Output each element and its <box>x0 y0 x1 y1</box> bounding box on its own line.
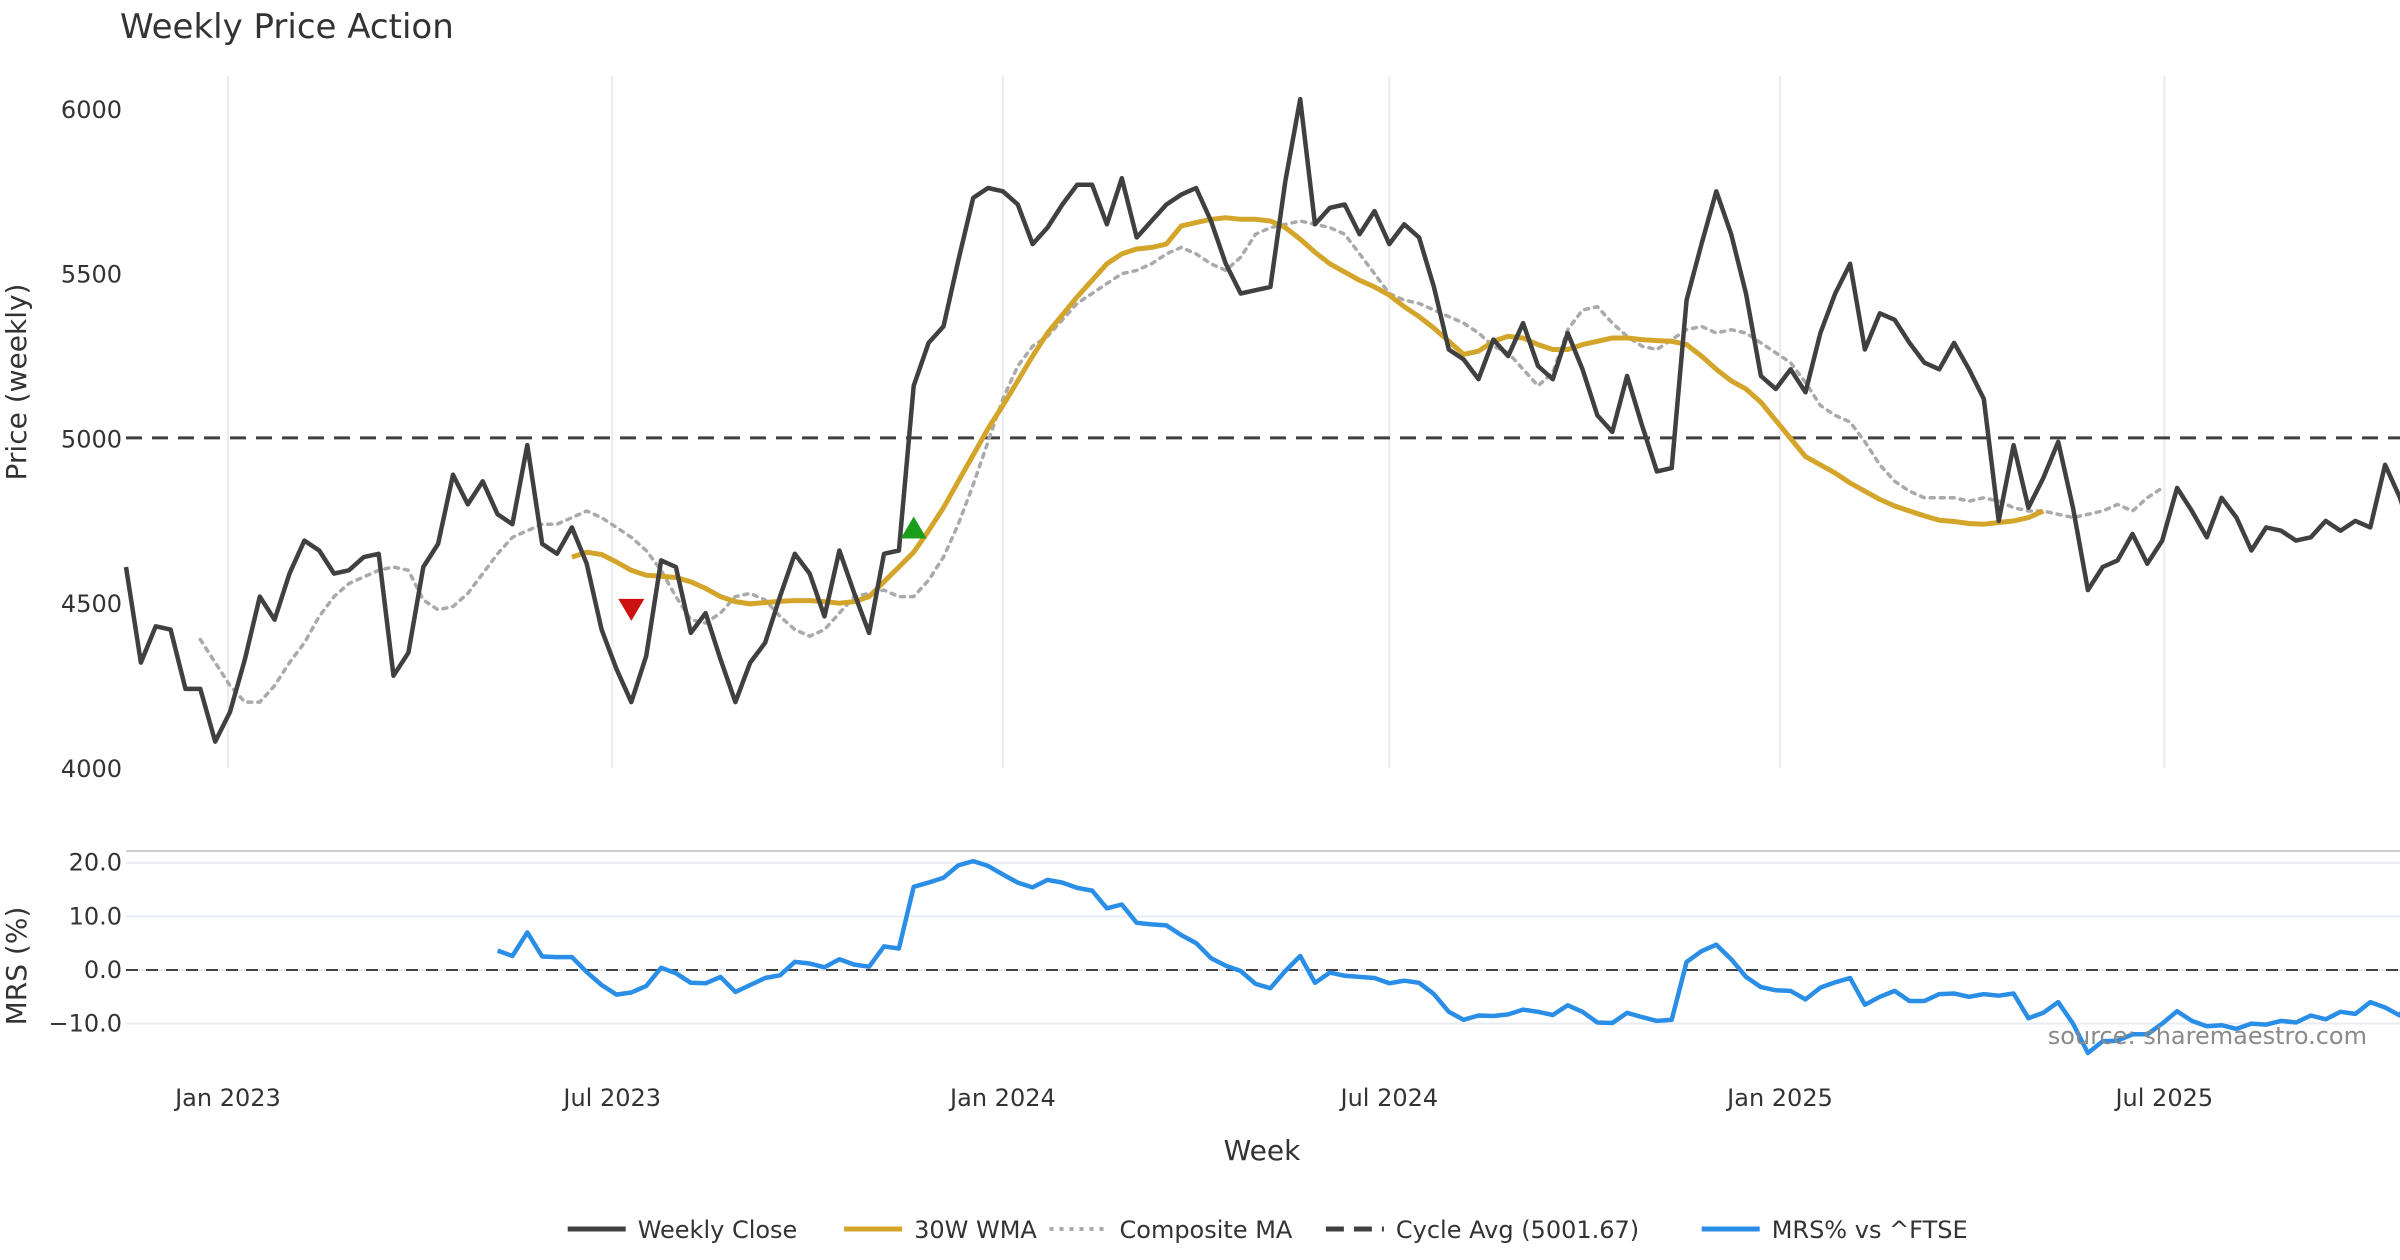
sell-signal-marker <box>618 598 645 621</box>
x-tick-labels: Jan 2023 Jul 2023 Jan 2024 Jul 2024 Jan 2025… <box>173 1084 2213 1112</box>
mrs-y-axis-title: MRS (%) <box>0 907 33 1026</box>
mrs-grid <box>126 861 2400 1025</box>
x-tick-label: Jul 2025 <box>2113 1084 2213 1112</box>
x-tick-label: Jul 2024 <box>1338 1084 1438 1112</box>
legend-label-mrs-vs-ftse: MRS% vs ^FTSE <box>1772 1216 1968 1244</box>
mrs-series <box>126 858 2400 1056</box>
price-y-tick-labels: 4000 4500 5000 5500 6000 <box>61 96 122 783</box>
price-y-tick-label: 6000 <box>61 96 122 124</box>
buy-signal-marker <box>900 516 927 539</box>
weekly-close-line <box>123 96 2400 744</box>
price-y-axis-title: Price (weekly) <box>0 284 33 481</box>
legend-label-cycle-avg-5001-67: Cycle Avg (5001.67) <box>1396 1216 1639 1244</box>
chart-title: Weekly Price Action <box>120 7 454 47</box>
price-y-tick-label: 5500 <box>61 261 122 289</box>
legend-label-weekly-close: Weekly Close <box>638 1216 798 1244</box>
mrs-y-tick-label: −10.0 <box>48 1010 122 1038</box>
price-y-tick-label: 5000 <box>61 425 122 453</box>
price-series <box>123 96 2400 744</box>
price-y-tick-label: 4000 <box>61 755 122 783</box>
x-tick-label: Jan 2023 <box>173 1084 281 1112</box>
x-axis-title: Week <box>1224 1134 1301 1167</box>
wma-30w-line <box>571 215 2045 607</box>
legend-label-30w-wma: 30W WMA <box>914 1216 1037 1244</box>
price-grid <box>226 76 2166 768</box>
mrs-line <box>496 858 2400 1056</box>
mrs-y-tick-label: 10.0 <box>69 902 122 930</box>
legend-label-composite-ma: Composite MA <box>1120 1216 1293 1244</box>
mrs-y-tick-label: 20.0 <box>69 849 122 877</box>
mrs-y-tick-labels: −10.0 0.0 10.0 20.0 <box>48 849 122 1038</box>
source-note: source: sharemaestro.com <box>2048 1022 2367 1050</box>
price-y-tick-label: 4500 <box>61 590 122 618</box>
x-tick-label: Jan 2025 <box>1725 1084 1833 1112</box>
mrs-y-tick-label: 0.0 <box>84 956 122 984</box>
x-tick-label: Jan 2024 <box>948 1084 1056 1112</box>
legend: Weekly Close 30W WMA Composite MA Cycle Avg… <box>567 1216 1968 1244</box>
composite-ma-line <box>198 219 2164 704</box>
x-tick-label: Jul 2023 <box>561 1084 661 1112</box>
